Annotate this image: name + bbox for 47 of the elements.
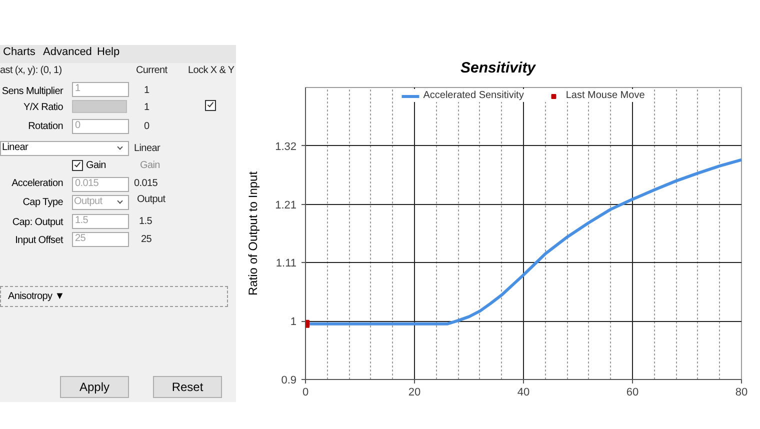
text: 25 <box>75 233 86 245</box>
text: Rotation <box>28 121 63 133</box>
text: Reset <box>170 380 204 394</box>
x-tick-label: 40 <box>517 386 530 398</box>
y-tick-label: 1 <box>290 316 297 328</box>
text: 0 <box>144 121 150 133</box>
text: Lock X & Y <box>188 65 234 77</box>
x-tick-label: 60 <box>626 386 639 398</box>
y-tick-label: 1.11 <box>276 258 296 270</box>
text: ast (x, y): (0, 1) <box>0 65 62 77</box>
text: Advanced <box>43 46 92 59</box>
x-tick-label: 20 <box>408 386 421 398</box>
text: Current <box>136 65 168 77</box>
text: Output <box>137 194 166 206</box>
text: Anisotropy ▼ <box>8 291 64 303</box>
text: 0 <box>75 120 80 132</box>
text: Cap Type <box>22 197 63 209</box>
text: 0.015 <box>134 178 158 190</box>
x-tick-label: 0 <box>302 386 309 398</box>
text: Sens Multiplier <box>2 86 63 98</box>
text: 1.5 <box>139 216 152 228</box>
text: 1 <box>144 85 150 97</box>
text: Output <box>74 196 102 208</box>
y-tick-label: 0.9 <box>281 374 297 386</box>
text: 1 <box>75 83 80 95</box>
y-tick-label: 1.32 <box>275 140 297 153</box>
y-axis-title: Ratio of Output to Input <box>246 170 260 296</box>
text: Gain <box>140 160 160 172</box>
text: Cap: Output <box>12 217 63 229</box>
text: Y/X Ratio <box>23 102 63 114</box>
text: Linear <box>2 142 28 154</box>
text: Gain <box>86 160 106 172</box>
chart-title: Sensitivity <box>460 60 536 76</box>
text: 0.015 <box>75 178 99 190</box>
legend-label: Accelerated Sensitivity <box>423 90 524 101</box>
text: Charts <box>3 46 36 59</box>
text: Input Offset <box>15 235 63 247</box>
text: Linear <box>134 143 160 155</box>
text: Acceleration <box>12 178 63 190</box>
text: 1.5 <box>75 215 88 227</box>
text: Help <box>97 46 120 59</box>
legend-label: Last Mouse Move <box>566 90 645 101</box>
x-tick-label: 80 <box>735 386 748 398</box>
text: Apply <box>78 380 111 394</box>
text: 1 <box>144 102 150 114</box>
y-tick-label: 1.21 <box>275 199 297 212</box>
text: 25 <box>141 234 152 246</box>
